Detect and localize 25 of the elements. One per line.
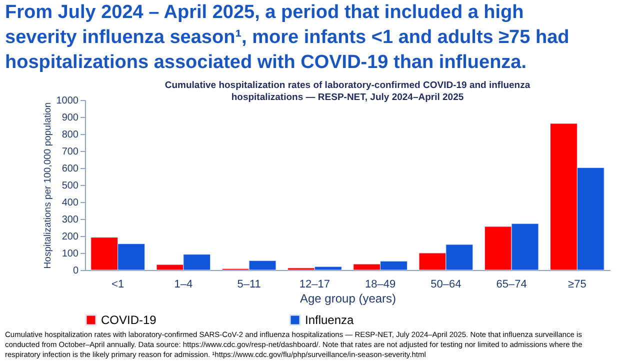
x-tick-label: <1 xyxy=(112,278,124,290)
x-tick-label: 12–17 xyxy=(299,278,330,290)
x-axis-title: Age group (years) xyxy=(300,292,396,306)
y-tick-label: 800 xyxy=(62,130,79,140)
y-tick-label: 600 xyxy=(62,164,79,174)
y-tick-label: 700 xyxy=(62,146,79,158)
y-tick-label: 100 xyxy=(62,248,79,260)
x-tick-label: 18–49 xyxy=(365,278,396,290)
chart-title: From July 2024 – April 2025, a period that included a high severity influenza season¹, more infants <1 and adults ≥75 had hospitalizations associated with COVID-19 than influenza. xyxy=(5,2,570,73)
y-tick-label: 0 xyxy=(72,266,79,276)
y-tick-label: 200 xyxy=(62,232,79,242)
x-tick-label: 1–4 xyxy=(174,278,193,290)
y-axis-title: Hospitalizations per 100,000 population xyxy=(42,102,54,269)
chart-subtitle: Cumulative hospitalization rates of laboratory-confirmed COVID-19 and influenza hospitalizations — RESP-NET, July 2024–April 2025 xyxy=(164,80,531,103)
y-tick-label: 500 xyxy=(62,180,79,192)
x-tick-label: ≥75 xyxy=(568,278,586,290)
legend-label: COVID-19 xyxy=(101,313,157,327)
x-tick-label: 65–74 xyxy=(496,278,527,290)
y-tick-label: 1000 xyxy=(56,96,79,106)
y-tick-label: 900 xyxy=(62,112,79,124)
x-tick-label: 50–64 xyxy=(430,278,462,290)
y-tick-label: 300 xyxy=(62,214,79,226)
legend-label: Influenza xyxy=(305,313,354,327)
y-tick-label: 400 xyxy=(62,198,79,208)
x-tick-label: 5–11 xyxy=(237,278,261,290)
